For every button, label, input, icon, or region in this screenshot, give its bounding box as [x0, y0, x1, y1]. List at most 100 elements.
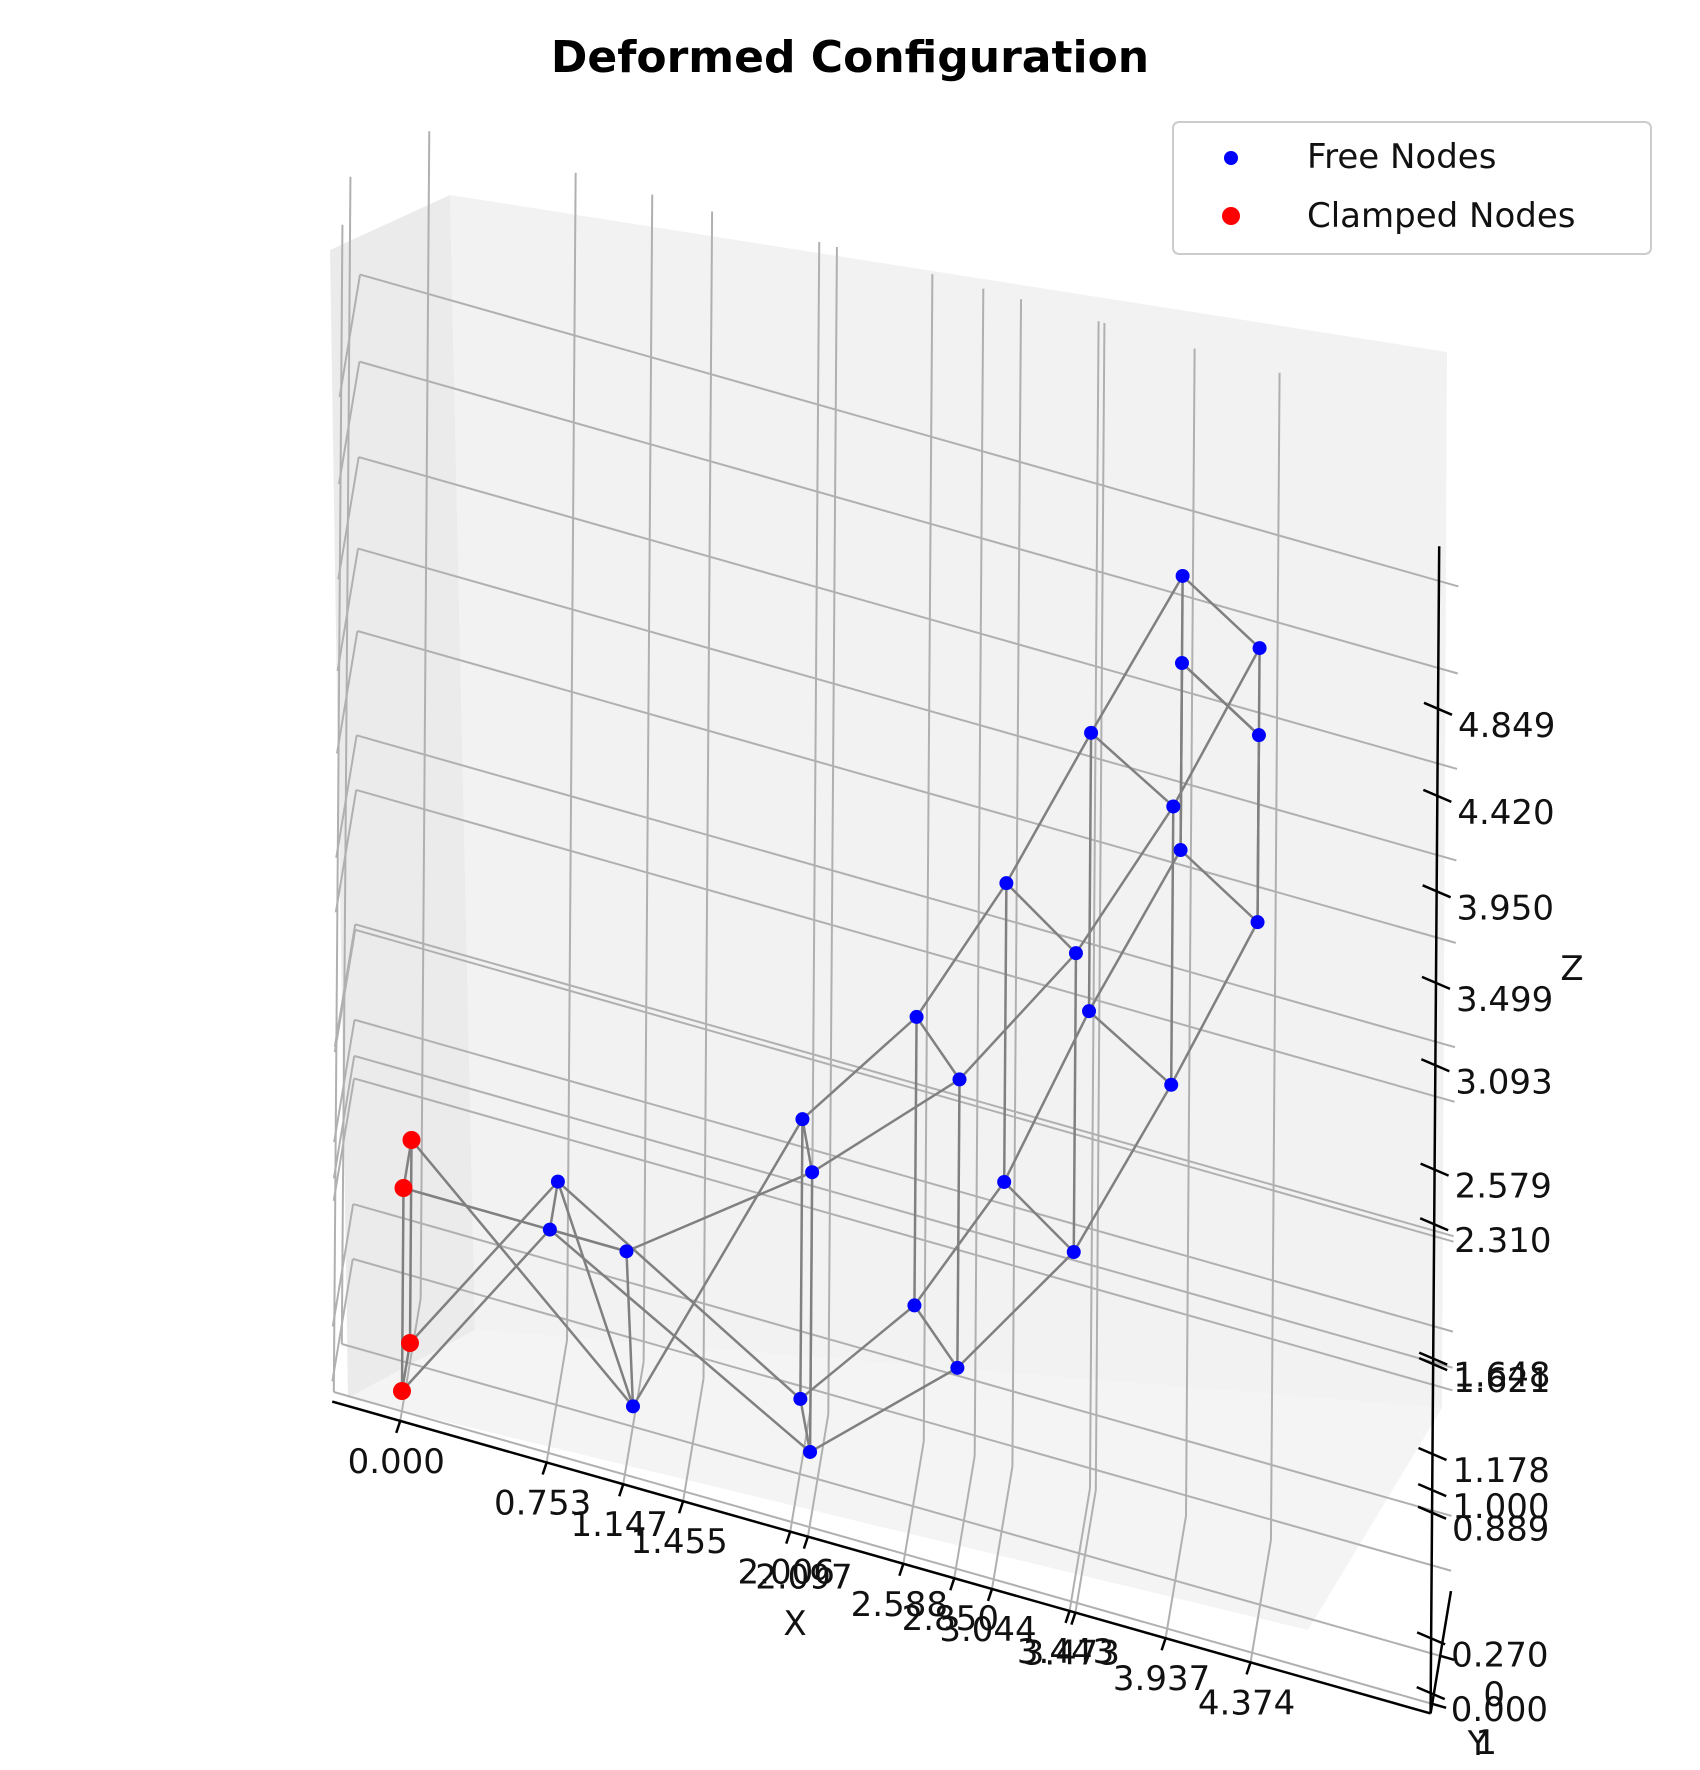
free-node-point	[950, 1360, 965, 1375]
edge	[958, 952, 1077, 1081]
free-node-point	[803, 1444, 818, 1459]
pane-group	[330, 195, 1447, 1630]
legend-label-free: Free Nodes	[1307, 137, 1496, 177]
free-node-point	[550, 1174, 565, 1189]
edge	[1087, 732, 1093, 1012]
free-node-point	[1252, 641, 1267, 656]
free-node-point	[952, 1072, 967, 1087]
grid-line	[357, 630, 1457, 944]
x-tick-label: 0.000	[348, 1442, 445, 1482]
grid-line	[642, 194, 654, 1362]
free-node-point	[997, 1174, 1012, 1189]
edge	[799, 1398, 812, 1453]
edge	[557, 1180, 802, 1400]
z-axis-label: Z	[1560, 949, 1583, 989]
edge	[1089, 575, 1184, 734]
grid-line	[354, 928, 1454, 1243]
edge	[548, 1181, 560, 1230]
free-node-point	[1066, 1244, 1081, 1259]
grid-line	[341, 1343, 1441, 1657]
back-pane	[450, 195, 1447, 1408]
z-tick-label: 2.579	[1455, 1167, 1552, 1207]
grid-line	[1074, 1490, 1097, 1613]
z-tick-mark	[1419, 1217, 1449, 1232]
x-tick-label: 0.753	[494, 1483, 591, 1523]
free-node-point	[793, 1391, 808, 1406]
grid-line	[806, 1414, 830, 1537]
grid-line	[991, 1466, 1014, 1590]
legend: Free Nodes Clamped Nodes	[1172, 121, 1652, 255]
grid-line	[1011, 299, 1023, 1467]
grid-line	[359, 273, 1459, 588]
y-tick-label: 0	[1483, 1675, 1505, 1715]
grid-line	[358, 456, 1458, 770]
edge	[956, 1079, 961, 1368]
free-node-point	[909, 1009, 924, 1024]
free-node-point	[1174, 656, 1189, 671]
x-tick-mark	[618, 1483, 625, 1497]
x-tick-mark	[802, 1536, 810, 1550]
free-node-point	[1251, 728, 1266, 743]
y-tick-labels: 01	[1475, 1675, 1505, 1763]
edge	[1005, 882, 1077, 955]
grid-line	[682, 1378, 705, 1502]
grid-lines	[331, 131, 1459, 1705]
free-node-point	[1084, 725, 1099, 740]
x-tick-label: 3.937	[1113, 1659, 1210, 1699]
y-tick-mark	[1439, 1654, 1455, 1662]
grid-line	[419, 131, 431, 1299]
edge	[1005, 732, 1093, 884]
legend-box	[1172, 121, 1652, 255]
legend-marker-clamped	[1222, 207, 1240, 225]
grid-line	[1088, 321, 1100, 1489]
grid-line	[354, 1018, 1454, 1333]
edge	[631, 1118, 804, 1407]
z-axis-line	[1429, 546, 1441, 1714]
floor-pane	[348, 1330, 1442, 1630]
chart-title: Deformed Configuration	[551, 32, 1149, 83]
grid-line	[1269, 372, 1281, 1540]
left-pane	[330, 195, 475, 1398]
x-tick-mark	[677, 1500, 685, 1514]
y-tick-mark	[1431, 1702, 1447, 1710]
edge	[808, 1172, 814, 1452]
clamped-node-point	[394, 1179, 413, 1197]
z-tick-mark	[1417, 1483, 1447, 1498]
grid-line	[902, 1441, 925, 1564]
grid-line	[702, 211, 714, 1379]
grid-line	[355, 788, 1455, 1103]
z-tick-label: 1.000	[1452, 1487, 1549, 1527]
z-tick-label: 1.178	[1452, 1451, 1549, 1491]
edge	[801, 1015, 918, 1121]
edge	[1087, 849, 1182, 1012]
free-node-point	[1250, 915, 1265, 930]
edge	[1072, 1084, 1173, 1253]
edge	[956, 1251, 1075, 1369]
free-node-point	[1082, 1004, 1097, 1019]
x-tick-label: 4.374	[1198, 1683, 1295, 1723]
grid-line	[333, 1391, 1433, 1705]
grid-line	[340, 176, 352, 1344]
free-node-point	[1173, 843, 1188, 858]
z-tick-label: 0.270	[1451, 1635, 1548, 1675]
edge	[913, 1016, 918, 1306]
z-tick-mark	[1420, 1058, 1450, 1073]
grid-line	[1094, 322, 1106, 1491]
x-tick-mark	[949, 1577, 956, 1591]
y-tick-label: 1	[1475, 1723, 1497, 1763]
grid-line	[566, 172, 577, 1341]
edge	[400, 1187, 405, 1392]
free-node-point	[1166, 799, 1181, 814]
edge	[1170, 921, 1259, 1086]
edge	[625, 1251, 635, 1407]
z-tick-label: 3.499	[1456, 980, 1553, 1020]
z-tick-mark	[1422, 788, 1452, 804]
z-tick-label: 2.310	[1454, 1221, 1551, 1261]
grid-line	[353, 1054, 1453, 1369]
x-tick-label: 1.147	[571, 1505, 668, 1545]
x-tick-mark	[898, 1563, 905, 1577]
edge	[1002, 883, 1008, 1182]
free-node-point	[619, 1244, 634, 1259]
edge	[913, 1181, 1006, 1307]
